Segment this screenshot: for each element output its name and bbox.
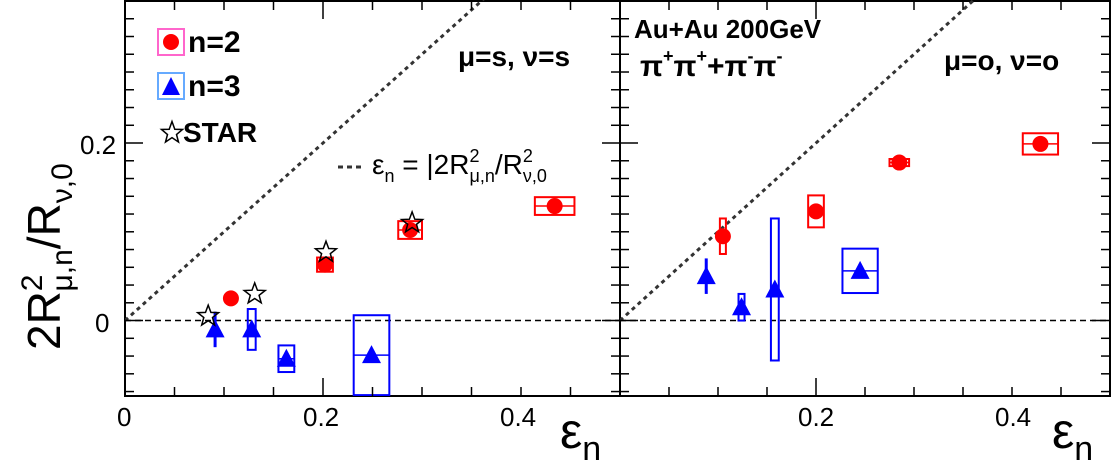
legend-n3-swatch — [157, 72, 185, 100]
legend-n2-swatch — [157, 28, 185, 56]
left-n2-point-2 — [402, 222, 419, 239]
left-star-point-0 — [195, 302, 221, 327]
left-n2-point-0 — [222, 290, 239, 307]
left-star-point-3 — [399, 209, 425, 234]
x-axis-label-right: εn — [1052, 403, 1093, 468]
right-n2-point-2 — [891, 154, 908, 171]
y-label-main: 2R — [18, 291, 70, 350]
y-axis-label: 2R2μ,n/Rν,0 — [16, 163, 79, 350]
left-n3-point-1 — [242, 319, 262, 338]
y-label-den: /R — [18, 203, 70, 249]
legend: n=2 n=3 STAR — [157, 26, 257, 148]
legend-n2-marker — [163, 34, 179, 50]
x-tick-label-right-04: 0.4 — [995, 402, 1031, 432]
right-diagonal-line — [620, 0, 977, 322]
left-n3-point-3 — [362, 345, 382, 364]
legend-star-marker — [159, 119, 185, 144]
right-panel-title-line2: π+π++π-π- — [640, 46, 782, 83]
x-tick-label-left-02: 0.2 — [303, 402, 339, 432]
y-label-den-sub: ν,0 — [46, 163, 79, 203]
legend-n2-label: n=2 — [188, 26, 241, 59]
x-tick-label-left-0: 0 — [117, 402, 131, 432]
diagonal-line-legend: εn = |2R2 μ,n/R2 ν,0 — [338, 146, 547, 186]
left-star-point-1 — [242, 280, 268, 305]
right-n3-point-0 — [696, 266, 716, 285]
right-n2-point-3 — [1032, 135, 1049, 152]
left-panel-plot — [125, 0, 620, 396]
diagonal-line-label: εn = |2R2 μ,n/R2 ν,0 — [372, 146, 547, 186]
left-n3-point-0 — [205, 319, 225, 338]
left-panel-label: μ=s, ν=s — [458, 41, 570, 72]
right-panel-plot — [620, 0, 1110, 362]
right-n3-point-3 — [850, 260, 870, 279]
legend-n3-marker — [162, 77, 180, 95]
right-n2-point-0 — [714, 228, 731, 245]
left-n3-point-2 — [276, 348, 296, 367]
legend-n3-label: n=3 — [188, 70, 241, 103]
right-n3-point-2 — [765, 279, 785, 298]
right-n2-point-1 — [808, 203, 824, 220]
y-label-sup: 2 — [16, 275, 49, 292]
y-tick-label-02: 0.2 — [80, 130, 116, 160]
right-n3-point-1 — [732, 297, 752, 316]
left-n2-point-3 — [546, 198, 563, 215]
legend-star-label: STAR — [183, 117, 257, 148]
right-panel-label: μ=o, ν=o — [944, 45, 1059, 76]
right-panel-title-line1: Au+Au 200GeV — [634, 14, 822, 44]
left-star-point-2 — [313, 239, 339, 263]
y-label-sub: μ,n — [46, 249, 79, 291]
x-axis-label-left: εn — [560, 403, 601, 468]
y-tick-label-0: 0 — [95, 308, 109, 338]
axis-ticks — [125, 1, 1110, 396]
x-tick-label-left-04: 0.4 — [500, 402, 536, 432]
x-tick-label-right-02: 0.2 — [798, 402, 834, 432]
